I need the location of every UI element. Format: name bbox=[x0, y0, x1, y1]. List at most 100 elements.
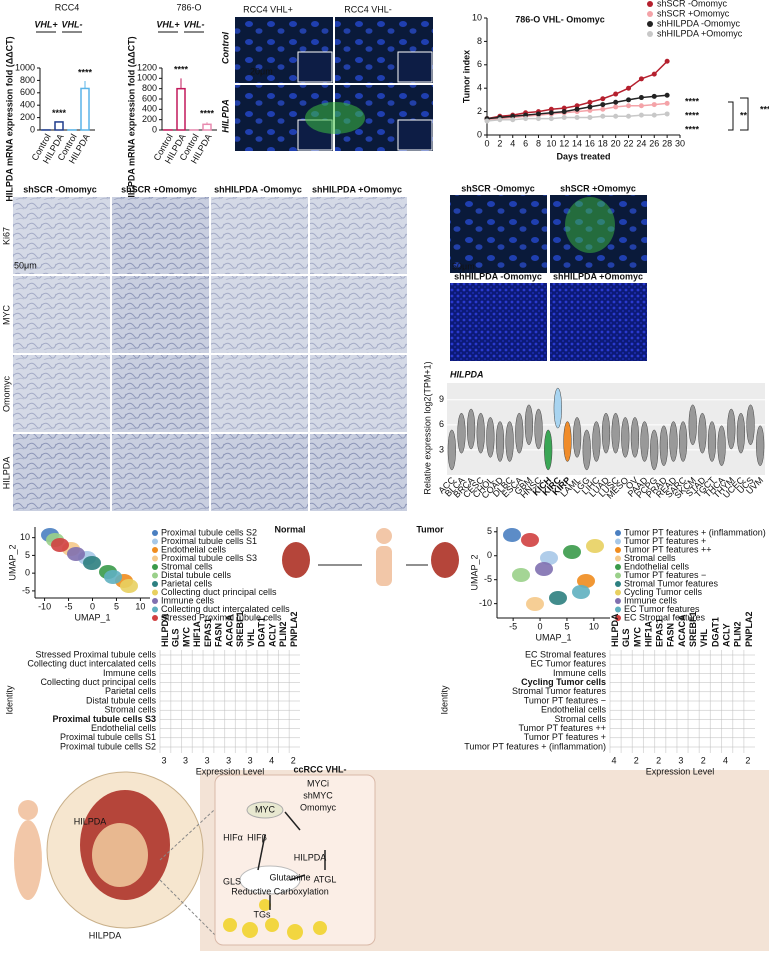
y-tick-label: 0 bbox=[477, 129, 482, 139]
point bbox=[549, 116, 554, 121]
point bbox=[639, 76, 644, 81]
gene-label: HILPDA bbox=[610, 613, 620, 647]
violin bbox=[458, 413, 466, 453]
legend-swatch bbox=[647, 21, 653, 27]
legend-swatch bbox=[152, 607, 158, 613]
schematic-art bbox=[14, 770, 769, 951]
y-tick-label: -5 bbox=[484, 574, 492, 584]
ihc-image bbox=[211, 355, 308, 432]
gene-label: GLS bbox=[621, 628, 631, 647]
legend-swatch bbox=[152, 556, 158, 562]
schematic-label: TGs bbox=[254, 909, 271, 919]
axis-tick-label: 2 bbox=[634, 755, 639, 765]
gene-label: ACACA bbox=[224, 614, 234, 647]
x-tick-label: 12 bbox=[559, 138, 569, 148]
schematic-label: HIFα bbox=[223, 832, 243, 842]
violin bbox=[641, 422, 649, 462]
column-label: shSCR -Omomyc bbox=[23, 184, 97, 194]
y-tick-label: -5 bbox=[22, 585, 30, 595]
axis-tick-label: 3 bbox=[183, 755, 188, 765]
legend-swatch bbox=[647, 11, 653, 17]
point bbox=[626, 103, 631, 108]
point bbox=[510, 117, 515, 122]
cluster bbox=[563, 545, 581, 559]
gene-label: FASN bbox=[214, 623, 224, 647]
significance: **** bbox=[685, 96, 700, 106]
cluster bbox=[67, 547, 85, 561]
legend-swatch bbox=[615, 556, 621, 562]
column-label: shHILPDA -Omomyc bbox=[214, 184, 302, 194]
violin bbox=[650, 430, 658, 470]
column-label: RCC4 VHL+ bbox=[243, 4, 293, 14]
cluster bbox=[526, 597, 544, 611]
legend-swatch bbox=[615, 539, 621, 545]
x-tick-label: 16 bbox=[585, 138, 595, 148]
axis-label: Relative expression log2(TPM+1) bbox=[422, 361, 432, 494]
ihc-image bbox=[112, 434, 209, 511]
violin bbox=[487, 417, 495, 457]
schematic-label: shMYC bbox=[303, 790, 333, 800]
point bbox=[549, 110, 554, 115]
legend-swatch bbox=[615, 607, 621, 613]
schematic-label: GLS bbox=[223, 876, 241, 886]
point bbox=[652, 102, 657, 107]
panel-title: Tumor bbox=[416, 524, 444, 534]
bar bbox=[203, 124, 211, 130]
point bbox=[523, 116, 528, 121]
legend-swatch bbox=[152, 598, 158, 604]
image-label: shSCR -Omomyc bbox=[461, 183, 535, 193]
fluorescence-image bbox=[550, 283, 647, 361]
violin bbox=[564, 422, 572, 462]
violin bbox=[554, 388, 562, 428]
violin bbox=[448, 430, 456, 470]
point bbox=[639, 103, 644, 108]
violin bbox=[660, 426, 668, 466]
significance: **** bbox=[78, 67, 93, 77]
axis-tick-label: 2 bbox=[745, 755, 750, 765]
schematic-label: MYCi bbox=[307, 778, 329, 788]
axis-label: UMAP_2 bbox=[7, 544, 17, 580]
x-tick-label: 5 bbox=[564, 621, 569, 631]
violin bbox=[593, 422, 601, 462]
scale-label: 50μm bbox=[14, 260, 37, 270]
bar bbox=[177, 89, 185, 130]
schematic-label: ccRCC VHL- bbox=[293, 764, 346, 774]
axis-tick-label: 3 bbox=[678, 755, 683, 765]
cluster bbox=[549, 591, 567, 605]
column-label: RCC4 VHL- bbox=[344, 4, 392, 14]
y-tick-label: 4 bbox=[477, 83, 482, 93]
y-tick-label: 1200 bbox=[137, 62, 157, 72]
gene-label: EPAS1 bbox=[655, 618, 665, 647]
x-tick-label: 4 bbox=[510, 138, 515, 148]
x-tick-label: 26 bbox=[649, 138, 659, 148]
ihc-image bbox=[13, 276, 110, 353]
schematic-label: Omomyc bbox=[300, 802, 337, 812]
y-tick-label: -10 bbox=[479, 598, 492, 608]
schematic-label: ATGL bbox=[314, 874, 337, 884]
point bbox=[600, 114, 605, 119]
x-tick-label: 14 bbox=[572, 138, 582, 148]
legend-swatch bbox=[152, 539, 158, 545]
y-tick-label: 800 bbox=[142, 83, 157, 93]
ihc-image bbox=[310, 197, 407, 274]
x-tick-label: 8 bbox=[536, 138, 541, 148]
axis-tick-label: 2 bbox=[701, 755, 706, 765]
schematic-label: HIFβ bbox=[247, 832, 267, 842]
y-tick-label: 1000 bbox=[15, 62, 35, 72]
violin bbox=[621, 417, 629, 457]
point bbox=[575, 115, 580, 120]
point bbox=[575, 107, 580, 112]
fluorescence-image bbox=[450, 283, 547, 361]
schematic-label: MYC bbox=[255, 804, 276, 814]
legend-swatch bbox=[152, 590, 158, 596]
point bbox=[587, 115, 592, 120]
row-label: HILPDA bbox=[1, 457, 11, 490]
identity-label: Tumor PT features + (inflammation) bbox=[464, 741, 606, 751]
axis-tick-label: 4 bbox=[611, 755, 616, 765]
gene-label: VHL bbox=[699, 628, 709, 647]
gene-label: PNPLA2 bbox=[744, 611, 754, 647]
violin bbox=[737, 413, 745, 453]
gene-label: EPAS1 bbox=[203, 618, 213, 647]
x-tick-label: 22 bbox=[624, 138, 634, 148]
inset bbox=[398, 120, 432, 150]
